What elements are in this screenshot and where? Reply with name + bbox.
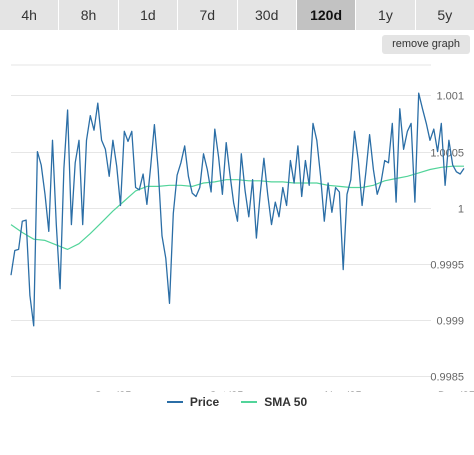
- tab-120d[interactable]: 120d: [296, 0, 357, 30]
- x-tick-label: Dec '25: [438, 390, 474, 392]
- series-lines: [10, 92, 465, 327]
- legend-swatch-price: [166, 401, 183, 403]
- legend: Price SMA 50: [0, 392, 474, 412]
- grid-lines: [11, 64, 431, 377]
- series-line-sma-50: [10, 165, 464, 250]
- tab-4h[interactable]: 4h: [0, 0, 60, 30]
- tab-1y[interactable]: 1y: [356, 0, 416, 30]
- tab-30d[interactable]: 30d: [237, 0, 297, 30]
- x-tick-label: Nov '25: [325, 390, 362, 392]
- legend-item-sma-50[interactable]: SMA 50: [241, 395, 307, 409]
- remove-graph-button[interactable]: remove graph: [382, 35, 470, 54]
- series-line-price: [10, 92, 465, 327]
- time-range-tabs: 4h 8h 1d 7d 30d 120d 1y 5y: [0, 0, 474, 30]
- tab-7d[interactable]: 7d: [178, 0, 238, 30]
- y-tick-label: 1.001: [436, 91, 464, 103]
- legend-swatch-sma-50: [241, 401, 258, 403]
- x-tick-label: Oct '25: [209, 390, 244, 392]
- tab-8h[interactable]: 8h: [59, 0, 119, 30]
- y-tick-label: 0.999: [436, 316, 464, 328]
- legend-label-sma-50: SMA 50: [264, 395, 308, 409]
- y-tick-label: 0.9985: [430, 372, 464, 384]
- tab-5y[interactable]: 5y: [415, 0, 474, 30]
- legend-label-price: Price: [189, 395, 220, 409]
- tab-1d[interactable]: 1d: [118, 0, 179, 30]
- x-axis-labels: Sep '25 Oct '25 Nov '25 Dec '25: [94, 390, 474, 392]
- legend-item-price[interactable]: Price: [166, 395, 220, 409]
- y-tick-label: 0.9995: [430, 260, 464, 272]
- x-tick-label: Sep '25: [94, 390, 131, 392]
- y-tick-label: 1: [458, 204, 464, 216]
